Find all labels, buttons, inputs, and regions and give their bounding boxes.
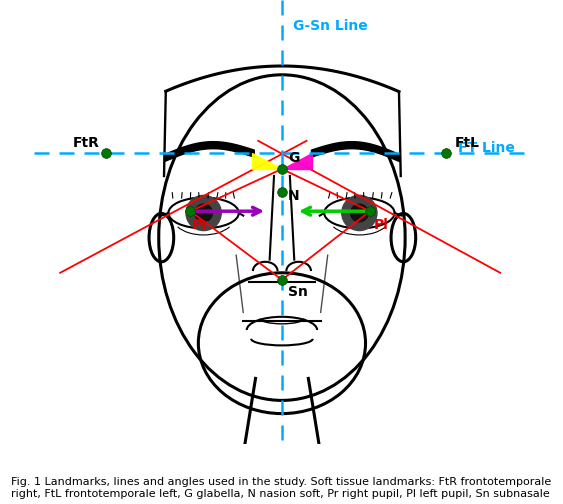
Text: FtL: FtL [454,136,480,150]
Text: G: G [288,151,300,165]
Text: Pr: Pr [192,218,209,232]
Ellipse shape [168,198,239,228]
Circle shape [351,204,368,222]
Circle shape [195,204,212,222]
Polygon shape [252,153,282,169]
Text: Pl: Pl [373,218,388,232]
Text: FT Line: FT Line [458,141,515,155]
Text: FtR: FtR [73,136,100,150]
Polygon shape [282,153,312,169]
Circle shape [186,196,221,230]
Ellipse shape [324,198,395,228]
Circle shape [342,196,377,230]
Text: G-Sn Line: G-Sn Line [293,19,368,33]
Text: Fig. 1 Landmarks, lines and angles used in the study. Soft tissue landmarks: FtR: Fig. 1 Landmarks, lines and angles used … [11,477,552,499]
Text: Sn: Sn [288,285,308,299]
Text: N: N [288,189,300,203]
